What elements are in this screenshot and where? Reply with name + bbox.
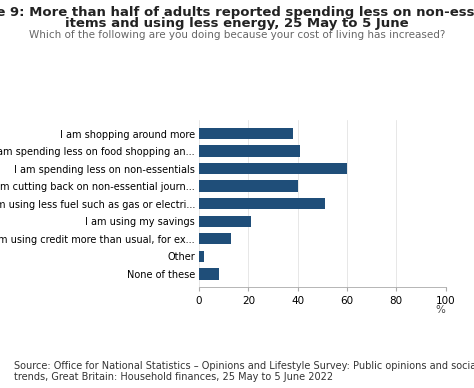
Bar bbox=[199, 216, 251, 227]
Text: Which of the following are you doing because your cost of living has increased?: Which of the following are you doing bec… bbox=[29, 30, 445, 40]
Bar bbox=[199, 128, 293, 139]
Text: items and using less energy, 25 May to 5 June: items and using less energy, 25 May to 5… bbox=[65, 17, 409, 31]
Bar bbox=[199, 233, 231, 244]
Text: Source: Office for National Statistics – Opinions and Lifestyle Survey: Public o: Source: Office for National Statistics –… bbox=[14, 360, 474, 382]
Bar bbox=[199, 146, 300, 157]
Bar bbox=[199, 268, 219, 279]
Bar bbox=[199, 251, 204, 262]
Text: %: % bbox=[436, 305, 446, 315]
Bar bbox=[199, 180, 298, 192]
Bar bbox=[199, 163, 347, 174]
Bar bbox=[199, 198, 325, 210]
Text: Figure 9: More than half of adults reported spending less on non-essential: Figure 9: More than half of adults repor… bbox=[0, 6, 474, 19]
